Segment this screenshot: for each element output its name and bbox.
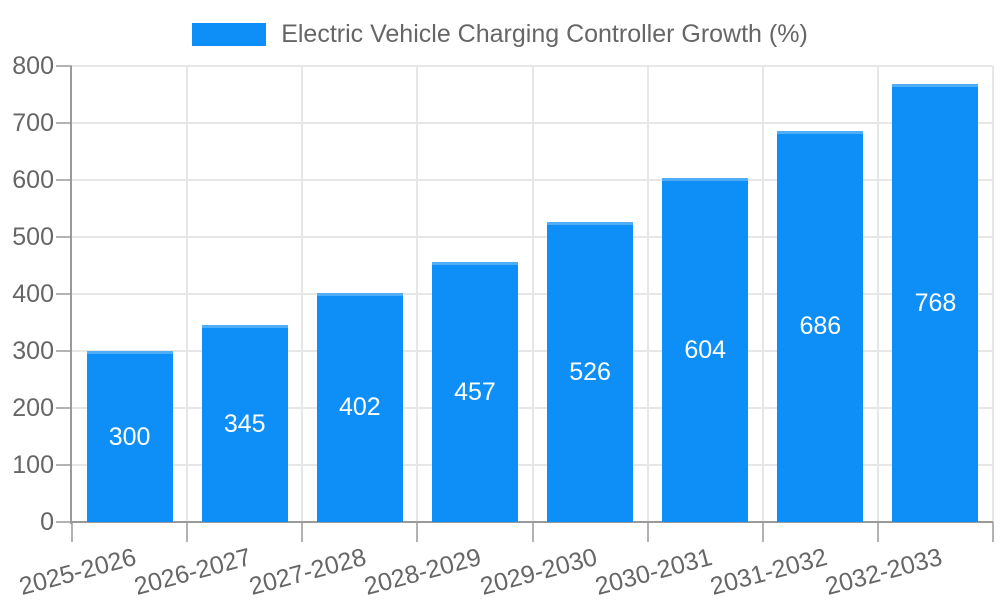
y-axis-tick <box>56 407 72 409</box>
bar-value-label: 686 <box>799 312 842 341</box>
y-axis-tick <box>56 293 72 295</box>
y-axis-tick <box>56 236 72 238</box>
bar[interactable] <box>777 130 864 522</box>
x-axis-line <box>70 521 993 523</box>
gridline-vertical <box>761 66 764 522</box>
y-axis-tick-label: 800 <box>12 52 54 80</box>
bar[interactable] <box>316 292 403 522</box>
bar[interactable] <box>201 325 288 522</box>
x-axis-tick-label: 2026-2027 <box>131 542 255 600</box>
x-axis-tick <box>416 522 419 542</box>
y-axis-tick <box>56 65 72 67</box>
bar-value-label: 604 <box>684 335 727 364</box>
chart-legend[interactable]: Electric Vehicle Charging Controller Gro… <box>0 21 1000 47</box>
bar-value-label: 345 <box>223 409 266 438</box>
x-axis-tick-label: 2027-2028 <box>246 542 370 600</box>
y-axis-tick <box>56 350 72 352</box>
y-axis-tick <box>56 521 72 523</box>
x-axis-tick-label: 2032-2033 <box>822 542 945 600</box>
bar[interactable] <box>547 222 634 522</box>
x-axis-tick <box>992 522 994 542</box>
x-axis-tick <box>531 522 534 542</box>
x-axis-tick-label: 2025-2026 <box>16 542 140 600</box>
legend-swatch <box>192 22 267 46</box>
y-axis-tick-label: 500 <box>12 223 54 251</box>
y-axis-tick-label: 200 <box>12 394 54 422</box>
legend-label: Electric Vehicle Charging Controller Gro… <box>281 20 808 48</box>
bar-value-label: 457 <box>454 377 496 406</box>
x-axis-tick <box>71 522 73 542</box>
gridline-vertical <box>186 66 189 522</box>
bar[interactable] <box>892 84 979 522</box>
x-axis-tick-label: 2029-2030 <box>476 542 600 600</box>
gridline-vertical <box>646 66 649 522</box>
bar-value-label: 300 <box>108 422 151 451</box>
gridline-vertical <box>301 66 304 522</box>
x-axis-tick-label: 2028-2029 <box>361 542 485 600</box>
x-axis-tick <box>876 522 879 542</box>
y-axis-tick <box>56 122 72 124</box>
y-axis-tick-label: 700 <box>12 109 54 137</box>
y-axis-line <box>70 66 72 524</box>
bar[interactable] <box>86 351 173 522</box>
bar-value-label: 402 <box>338 393 381 422</box>
x-axis-tick <box>761 522 764 542</box>
bar-value-label: 768 <box>914 289 957 318</box>
x-axis-tick <box>186 522 189 542</box>
y-axis-tick-label: 100 <box>12 451 54 479</box>
gridline-vertical <box>992 66 994 522</box>
y-axis-tick-label: 400 <box>12 280 54 308</box>
y-axis-tick <box>56 179 72 181</box>
y-axis-tick-label: 600 <box>12 166 54 194</box>
bar[interactable] <box>431 261 518 522</box>
x-axis-tick <box>646 522 649 542</box>
x-axis-tick-label: 2030-2031 <box>591 542 715 600</box>
gridline-vertical <box>416 66 419 522</box>
gridline-vertical <box>876 66 879 522</box>
bar-value-label: 526 <box>569 358 611 387</box>
gridline-vertical <box>531 66 534 522</box>
y-axis-tick-label: 300 <box>12 337 54 365</box>
y-axis-tick <box>56 464 72 466</box>
bar[interactable] <box>662 177 749 522</box>
x-axis-tick-label: 2031-2032 <box>707 542 830 600</box>
x-axis-tick <box>301 522 304 542</box>
y-axis-tick-label: 0 <box>40 508 54 536</box>
